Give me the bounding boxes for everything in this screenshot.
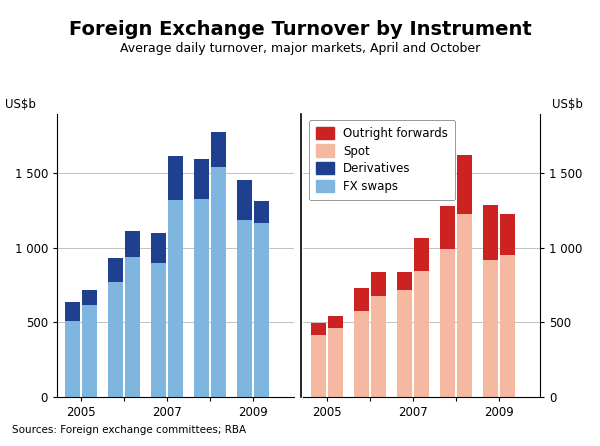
Bar (328, 316, 343, 328)
Bar (414, 271, 429, 397)
Bar (354, 288, 369, 311)
Bar (194, 199, 209, 397)
Bar (211, 132, 226, 167)
Bar (414, 238, 429, 271)
Text: Average daily turnover, major markets, April and October: Average daily turnover, major markets, A… (120, 42, 480, 55)
Bar (237, 219, 251, 397)
Bar (483, 260, 497, 397)
Text: Foreign Exchange Turnover by Instrument: Foreign Exchange Turnover by Instrument (68, 20, 532, 39)
Bar (65, 321, 80, 397)
Bar (457, 214, 472, 397)
Bar (108, 258, 123, 282)
Bar (151, 263, 166, 397)
Bar (371, 272, 386, 296)
Bar (328, 328, 343, 397)
Bar (125, 257, 140, 397)
Bar (354, 311, 369, 397)
Bar (194, 159, 209, 199)
Bar (254, 223, 269, 397)
Bar (82, 305, 97, 397)
Bar (397, 289, 412, 397)
Bar (483, 205, 497, 260)
Bar (237, 180, 251, 219)
Bar (151, 233, 166, 263)
Bar (440, 248, 455, 397)
Bar (168, 200, 183, 397)
Bar (311, 335, 326, 397)
Bar (82, 290, 97, 305)
Bar (211, 167, 226, 397)
Bar (65, 301, 80, 321)
Bar (311, 323, 326, 335)
Text: Sources: Foreign exchange committees; RBA: Sources: Foreign exchange committees; RB… (12, 425, 246, 435)
Bar (500, 255, 515, 397)
Bar (125, 231, 140, 257)
Bar (168, 156, 183, 200)
Bar (500, 215, 515, 255)
Bar (108, 282, 123, 397)
Bar (371, 296, 386, 397)
Bar (397, 272, 412, 289)
Bar (254, 201, 269, 223)
Bar (440, 206, 455, 248)
Legend: Outright forwards, Spot, Derivatives, FX swaps: Outright forwards, Spot, Derivatives, FX… (309, 120, 455, 200)
Bar (457, 155, 472, 214)
Text: US$b: US$b (5, 98, 36, 111)
Text: US$b: US$b (552, 98, 583, 111)
